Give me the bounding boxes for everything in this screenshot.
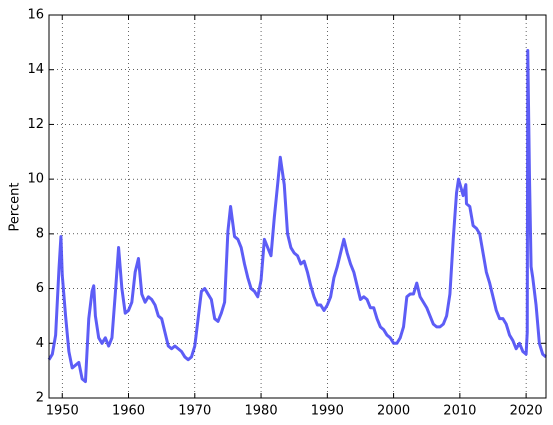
x-tick-label: 2000 (377, 404, 410, 419)
y-tick-label: 14 (27, 62, 44, 77)
x-tick-label: 1950 (46, 404, 79, 419)
x-tick-label: 1980 (245, 404, 278, 419)
x-tick-label: 1990 (311, 404, 344, 419)
x-tick-label: 1970 (178, 404, 211, 419)
y-tick-label: 6 (36, 281, 44, 296)
y-axis-label: Percent (8, 183, 23, 232)
y-tick-label: 2 (36, 391, 44, 406)
plot-frame (48, 14, 547, 399)
x-tick-label: 2020 (510, 404, 543, 419)
y-tick-label: 4 (36, 336, 44, 351)
x-tick-label: 2010 (443, 404, 476, 419)
y-tick-label: 8 (36, 226, 44, 241)
data-line (47, 49, 547, 384)
y-tick-label: 16 (27, 8, 44, 23)
y-tick-label: 10 (27, 172, 44, 187)
y-tick-label: 12 (27, 117, 44, 132)
x-tick-label: 1960 (112, 404, 145, 419)
